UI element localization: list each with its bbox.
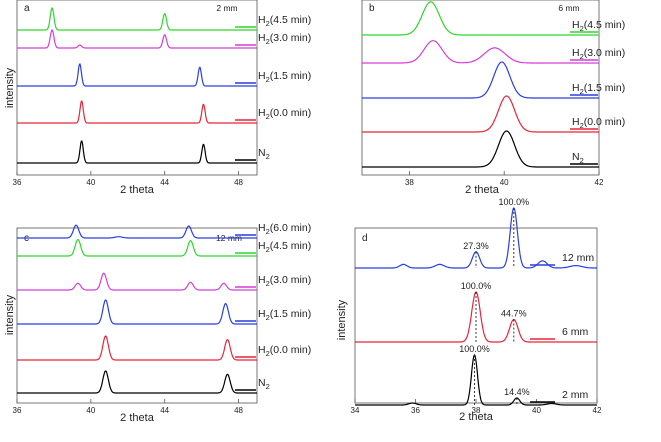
series-line [17,335,257,361]
plot-frame [354,227,598,404]
x-tick-label: 48 [234,178,243,187]
legend-label: H2(4.5 min) [258,14,311,28]
panel-letter: a [24,3,30,14]
legend-label: H2(6.0 min) [258,222,311,236]
series-line [362,1,599,36]
y-axis-label: intensity [4,67,16,108]
series-line [355,207,597,269]
x-axis-label: 2 theta [459,411,494,423]
series-line [17,6,257,31]
legend-label: H2(4.5 min) [258,240,311,254]
x-tick-label: 36 [13,178,22,187]
x-tick-label: 42 [595,178,604,187]
x-tick-label: 40 [500,178,509,187]
legend-label: H2(3.0 min) [572,47,625,61]
legend-label: 12 mm [562,252,594,264]
panel-b: 38 40 42 2 theta b 6 mm N2 H2(0.0 min) H2(1.5 mi… [361,0,625,196]
series-line [362,40,599,64]
x-tick-label: 48 [234,406,243,415]
series-line [362,95,599,133]
peak-percent-label: 27.3% [463,241,489,251]
series-line [17,62,257,87]
legend-label: H2(1.5 min) [258,70,311,84]
plot-frame [361,0,600,176]
legend-label: H2(3.0 min) [258,32,311,46]
peak-percent-label: 14.4% [504,387,530,397]
legend-label: N2 [572,151,584,165]
legend-label: 2 mm [562,389,589,401]
x-tick-label: 40 [86,178,95,187]
panel-letter: d [362,233,368,244]
series-line [362,61,599,99]
y-axis-label: intensity [4,294,16,335]
y-axis-label: intensity [336,299,348,340]
x-tick-label: 44 [160,406,169,415]
series-line [17,140,257,164]
legend-label: H2(1.5 min) [258,308,311,322]
plot-frame [16,227,258,404]
x-tick-label: 38 [472,406,481,415]
legend-label: H2(0.0 min) [258,107,311,121]
series-line [17,370,257,394]
legend-label: H2(1.5 min) [572,82,625,96]
x-tick-label: 40 [532,406,541,415]
x-tick-label: 36 [13,406,22,415]
panel-d: 34 36 38 40 42 2 theta intensity d 2 mm 6 mm 12 mm… [336,197,602,423]
peak-percent-label: 44.7% [501,309,527,319]
x-tick-label: 42 [593,406,602,415]
x-axis-label: 2 theta [120,412,155,424]
x-tick-label: 40 [86,406,95,415]
peak-percent-label: 100.0% [459,344,490,354]
legend-label: 6 mm [562,326,589,338]
peak-percent-label: 100.0% [461,281,492,291]
plot-frame [16,0,258,176]
legend-label: H2(3.0 min) [258,274,311,288]
series-line [362,130,599,168]
panel-size-label: 2 mm [216,3,237,13]
legend-label: N2 [258,377,270,391]
legend-label: H2(0.0 min) [258,344,311,358]
x-tick-label: 38 [405,178,414,187]
legend-label: H2(4.5 min) [572,19,625,33]
x-axis-label: 2 theta [465,184,500,196]
x-axis-label: 2 theta [120,184,155,196]
x-tick-label: 34 [351,406,360,415]
series-line [17,299,257,325]
series-line [17,238,257,257]
series-line [17,100,257,124]
x-tick-label: 36 [411,406,420,415]
panel-a: 36 40 44 48 2 theta intensity a 2 mm N2 H2(0.0 mi… [4,0,311,196]
series-line [355,353,597,406]
panel-size-label: 6 mm [558,3,579,13]
legend-label: H2(0.0 min) [572,116,625,130]
peak-percent-label: 100.0% [499,197,530,207]
series-line [17,272,257,291]
series-line [17,224,257,239]
x-tick-label: 44 [160,178,169,187]
series-line [17,29,257,49]
legend-label: N2 [258,147,270,161]
panel-letter: b [369,3,375,14]
